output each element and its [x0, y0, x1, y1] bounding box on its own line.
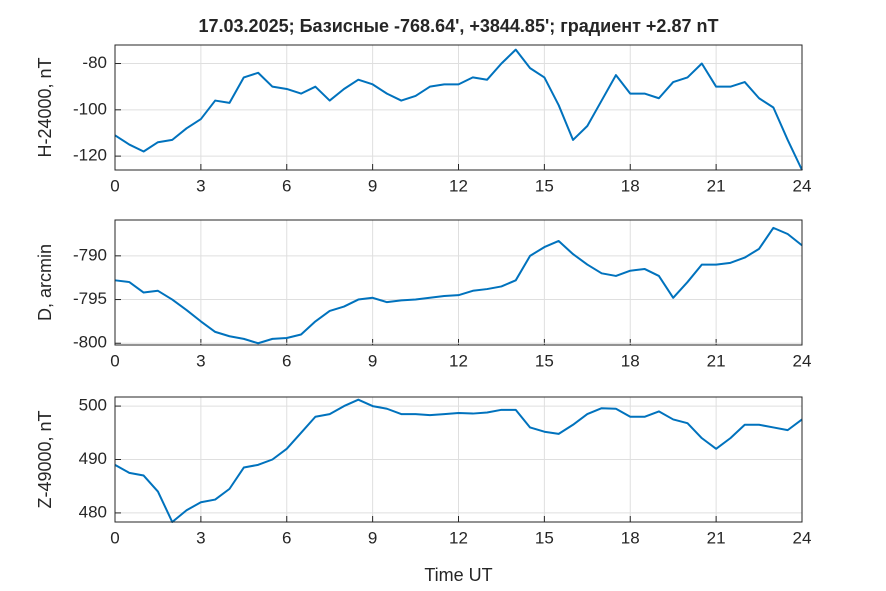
x-tick-label: 21: [707, 528, 726, 547]
x-tick-label: 21: [707, 351, 726, 370]
x-tick-label: 15: [535, 351, 554, 370]
y-tick-label: 490: [79, 449, 107, 468]
y-axis-label: D, arcmin: [35, 244, 55, 321]
y-tick-label: -800: [73, 333, 107, 352]
y-tick-label: 480: [79, 502, 107, 521]
x-tick-label: 24: [793, 528, 812, 547]
x-tick-label: 9: [368, 176, 377, 195]
y-axis-label: Z-49000, nT: [35, 410, 55, 508]
x-tick-label: 3: [196, 176, 205, 195]
axes-box: [114, 396, 803, 523]
x-tick-label: 12: [449, 351, 468, 370]
data-line: [114, 398, 803, 523]
x-tick-label: 9: [368, 351, 377, 370]
data-line: [114, 48, 803, 171]
axes-box: [114, 44, 803, 171]
x-tick-label: 12: [449, 176, 468, 195]
y-tick-label: -790: [73, 245, 107, 264]
x-tick-label: 24: [793, 176, 812, 195]
x-tick-label: 18: [621, 176, 640, 195]
x-tick-label: 6: [282, 528, 291, 547]
x-tick-label: 15: [535, 528, 554, 547]
x-axis-label: Time UT: [424, 565, 492, 585]
x-tick-label: 21: [707, 176, 726, 195]
x-tick-label: 3: [196, 528, 205, 547]
x-tick-label: 6: [282, 176, 291, 195]
y-tick-label: 500: [79, 396, 107, 415]
y-tick-label: -120: [73, 146, 107, 165]
y-axis-label: H-24000, nT: [35, 57, 55, 157]
x-tick-label: 0: [110, 528, 119, 547]
x-tick-label: 24: [793, 351, 812, 370]
x-tick-label: 18: [621, 528, 640, 547]
x-tick-label: 6: [282, 351, 291, 370]
y-tick-label: -80: [82, 53, 107, 72]
y-tick-label: -100: [73, 99, 107, 118]
axes-box: [114, 219, 803, 346]
x-tick-label: 18: [621, 351, 640, 370]
x-tick-label: 12: [449, 528, 468, 547]
chart-title: 17.03.2025; Базисные -768.64', +3844.85'…: [199, 16, 719, 36]
x-tick-label: 0: [110, 351, 119, 370]
y-tick-label: -795: [73, 289, 107, 308]
x-tick-label: 3: [196, 351, 205, 370]
x-tick-label: 0: [110, 176, 119, 195]
x-tick-label: 9: [368, 528, 377, 547]
data-line: [114, 226, 803, 345]
x-tick-label: 15: [535, 176, 554, 195]
